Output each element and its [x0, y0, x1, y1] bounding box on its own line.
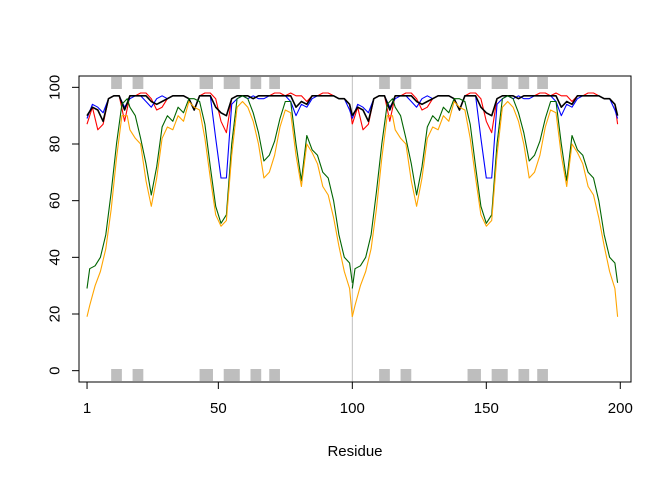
series-group	[86, 92, 619, 317]
highlight-region-top-9	[491, 77, 508, 89]
highlight-region-top-1	[132, 77, 144, 89]
series-line-4-left	[86, 100, 353, 317]
series-line-3-left	[86, 95, 353, 289]
highlight-region-bottom-6	[379, 369, 390, 381]
x-tick-label-2: 100	[340, 400, 365, 417]
highlight-regions-top	[111, 77, 548, 89]
series-line-4-right	[351, 100, 619, 317]
x-tick-label-4: 200	[608, 400, 633, 417]
highlight-region-top-5	[269, 77, 280, 89]
highlight-region-top-8	[467, 77, 481, 89]
highlight-region-bottom-3	[223, 369, 240, 381]
highlight-region-bottom-5	[269, 369, 280, 381]
y-tick-label-0: 0	[47, 366, 64, 374]
x-tick-label-0: 1	[83, 400, 91, 417]
y-tick-label-3: 60	[47, 192, 64, 209]
highlight-region-bottom-11	[537, 369, 548, 381]
highlight-region-top-7	[400, 77, 412, 89]
series-line-1-right	[351, 95, 619, 179]
y-tick-label-1: 20	[47, 306, 64, 323]
plot-frame	[78, 75, 632, 383]
highlight-region-top-3	[223, 77, 240, 89]
y-axis: 0 20 40 60 80 100	[47, 75, 80, 375]
highlight-region-top-2	[199, 77, 213, 89]
highlight-region-bottom-8	[467, 369, 481, 381]
highlight-region-bottom-10	[518, 369, 530, 381]
highlight-region-bottom-0	[111, 369, 122, 381]
series-line-2-left	[86, 95, 354, 123]
series-line-3-right	[351, 95, 619, 289]
x-tick-label-3: 150	[474, 400, 499, 417]
y-tick-label-5: 100	[47, 75, 64, 100]
highlight-region-bottom-2	[199, 369, 213, 381]
highlight-region-top-6	[379, 77, 390, 89]
y-tick-label-4: 80	[47, 136, 64, 153]
highlight-region-bottom-4	[250, 369, 262, 381]
highlight-regions-bottom	[111, 369, 548, 381]
x-axis: 1 50 100 150 200	[83, 381, 633, 417]
highlight-region-top-0	[111, 77, 122, 89]
series-line-1-left	[86, 95, 353, 179]
highlight-region-bottom-9	[491, 369, 508, 381]
series-line-2-right	[351, 95, 619, 123]
highlight-region-bottom-1	[132, 369, 144, 381]
highlight-region-top-4	[250, 77, 262, 89]
x-tick-label-1: 50	[210, 400, 227, 417]
x-axis-label: Residue	[327, 443, 382, 460]
highlight-region-top-11	[537, 77, 548, 89]
highlight-region-bottom-7	[400, 369, 412, 381]
y-tick-label-2: 40	[47, 249, 64, 266]
highlight-region-top-10	[518, 77, 530, 89]
